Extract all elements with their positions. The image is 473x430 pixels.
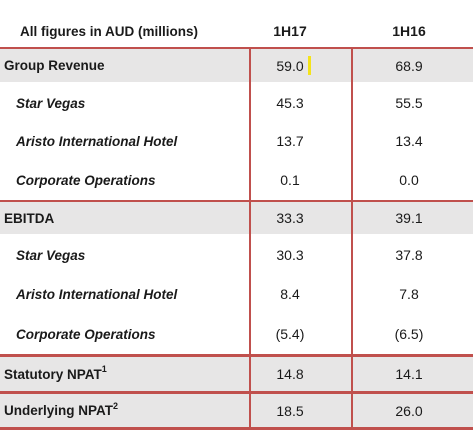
row-value-1h17: (5.4)	[275, 326, 305, 342]
table-row-corporate-ebitda: Corporate Operations (5.4) (6.5)	[0, 314, 473, 354]
table-row-ebitda: EBITDA 33.3 39.1	[0, 202, 473, 234]
column-separator	[351, 49, 353, 430]
row-label: Group Revenue	[4, 58, 105, 73]
section-divider	[0, 391, 473, 394]
table-row-aristo-ebitda: Aristo International Hotel 8.4 7.8	[0, 274, 473, 314]
table-row-underlying-npat: Underlying NPAT2 18.5 26.0	[0, 394, 473, 427]
row-value-1h16: 26.0	[395, 402, 423, 419]
row-value-1h17: 0.1	[280, 172, 300, 188]
row-value-1h16: 37.8	[395, 247, 423, 263]
row-value-1h17: 30.3	[276, 247, 304, 263]
table-row-star-vegas-revenue: Star Vegas 45.3 55.5	[0, 84, 473, 122]
column-separator	[249, 49, 251, 430]
row-value-1h17: 45.3	[276, 95, 304, 111]
row-value-1h17: 18.5	[276, 402, 304, 419]
row-value-1h16: 7.8	[399, 286, 419, 302]
row-value-1h16: 14.1	[395, 366, 423, 382]
header-label: All figures in AUD (millions)	[20, 23, 199, 39]
table-row-star-vegas-ebitda: Star Vegas 30.3 37.8	[0, 236, 473, 274]
row-value-1h16: 68.9	[395, 57, 423, 74]
row-label: Star Vegas	[16, 247, 86, 263]
header-col-1h16: 1H16	[392, 23, 426, 39]
row-value-1h16: (6.5)	[394, 326, 424, 342]
table-row-aristo-revenue: Aristo International Hotel 13.7 13.4	[0, 122, 473, 160]
row-label: Corporate Operations	[16, 326, 156, 342]
header-col-1h17: 1H17	[273, 23, 307, 39]
row-label: Star Vegas	[16, 95, 86, 111]
row-label: Aristo International Hotel	[16, 133, 178, 149]
table-row-statutory-npat: Statutory NPAT1 14.8 14.1	[0, 357, 473, 391]
table-row-group-revenue: Group Revenue 59.0 68.9	[0, 49, 473, 82]
row-value-1h17: 14.8	[276, 366, 304, 382]
row-value-1h17: 8.4	[280, 286, 300, 302]
row-label: Aristo International Hotel	[16, 286, 178, 302]
row-value-1h16: 55.5	[395, 95, 423, 111]
table-bottom-rule	[0, 427, 473, 430]
row-value-1h17: 13.7	[276, 133, 304, 149]
row-value-1h17: 59.0	[276, 57, 304, 74]
row-label: Underlying NPAT2	[4, 400, 119, 418]
text-cursor-highlight	[308, 56, 311, 75]
row-value-1h16: 13.4	[395, 133, 423, 149]
table-header-row: All figures in AUD (millions) 1H17 1H16	[0, 16, 473, 46]
row-label: Statutory NPAT1	[4, 364, 107, 382]
footnote-marker: 2	[113, 400, 119, 411]
section-divider	[0, 354, 473, 357]
row-label: Corporate Operations	[16, 172, 156, 188]
table-row-corporate-revenue: Corporate Operations 0.1 0.0	[0, 160, 473, 200]
header-divider	[0, 47, 473, 49]
row-label: EBITDA	[4, 210, 55, 226]
section-divider	[0, 200, 473, 202]
row-value-1h16: 0.0	[399, 172, 419, 188]
row-value-1h16: 39.1	[395, 210, 423, 226]
footnote-marker: 1	[101, 364, 107, 374]
row-value-1h17: 33.3	[276, 210, 304, 226]
